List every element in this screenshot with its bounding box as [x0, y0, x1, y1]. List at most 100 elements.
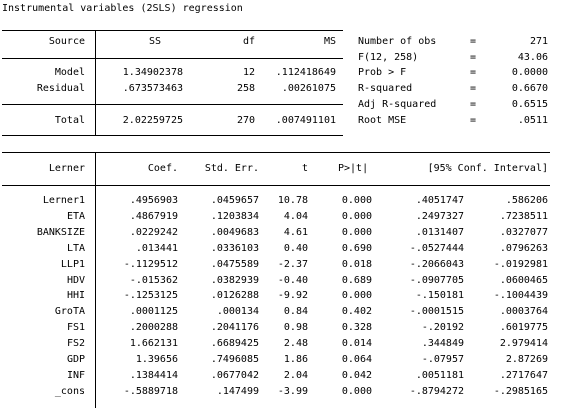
- coef-top-rule: [2, 152, 550, 153]
- stat-label-rmse: Root MSE: [358, 115, 407, 126]
- coef-cell-hi: .6019775: [499, 322, 548, 334]
- page-title: Instrumental variables (2SLS) regression: [2, 3, 243, 14]
- stat-eq-f: =: [470, 52, 477, 63]
- coef-cell-se: .0126288: [210, 290, 259, 302]
- stat-label-probf: Prob > F: [358, 67, 407, 78]
- coef-cell-t: 0.40: [283, 242, 308, 254]
- anova-total-df: 270: [236, 115, 255, 126]
- coef-header-p: P>|t|: [338, 163, 369, 174]
- coef-cell-t: 10.78: [277, 195, 308, 206]
- stat-value-nobs: 271: [529, 36, 548, 47]
- table-row: INF .1384414 .0677042 2.04 0.042 .0051181 .271…: [0, 368, 565, 384]
- table-row: FS1 .2000288 .2041176 0.98 0.328 -.20192 .6019…: [0, 320, 565, 336]
- anova-row-residual-source: Residual: [36, 83, 85, 94]
- stat-label-r2: R-squared: [358, 83, 413, 94]
- coef-cell-hi: -.1004439: [493, 290, 548, 302]
- coef-cell-hi: -.0192981: [493, 258, 548, 270]
- coef-cell-hi: .0796263: [499, 242, 548, 254]
- stat-eq-probf: =: [470, 67, 477, 78]
- anova-bottom-rule: [2, 135, 343, 136]
- anova-row-model-source: Model: [54, 67, 85, 78]
- coef-cell-var: HDV: [66, 274, 85, 286]
- anova-row-model-ms: .112418649: [275, 67, 336, 78]
- coef-cell-p: 0.014: [341, 338, 372, 350]
- coef-cell-se: .0475589: [210, 258, 259, 270]
- coef-cell-var: _cons: [54, 385, 85, 397]
- coef-cell-p: 0.064: [341, 354, 372, 365]
- coef-cell-lo: -.20192: [421, 322, 464, 334]
- coef-cell-p: 0.018: [341, 258, 372, 270]
- coef-cell-lo: .2497327: [415, 210, 464, 222]
- coef-cell-t: 2.48: [283, 338, 308, 350]
- coef-cell-lo: -.07957: [421, 354, 464, 365]
- stat-value-probf: 0.0000: [511, 67, 548, 78]
- anova-total-rule: [2, 104, 343, 105]
- anova-row-residual-df: 258: [236, 83, 255, 94]
- coef-cell-coef: .0001125: [129, 306, 178, 318]
- coef-cell-lo: -.0527444: [409, 242, 464, 254]
- coef-cell-t: -0.40: [277, 274, 308, 286]
- coef-cell-coef: .1384414: [129, 369, 178, 381]
- stat-value-r2: 0.6670: [511, 83, 548, 94]
- coef-cell-p: 0.042: [341, 369, 372, 381]
- anova-top-rule: [2, 30, 343, 31]
- coef-cell-var: GDP: [66, 354, 85, 365]
- table-row: FS2 1.662131 .6689425 2.48 0.014 .344849 2.979…: [0, 336, 565, 352]
- coef-cell-hi: .2717647: [499, 369, 548, 381]
- coef-cell-p: 0.689: [341, 274, 372, 286]
- coef-cell-t: 0.84: [283, 306, 308, 318]
- coef-cell-hi: -.2985165: [493, 385, 548, 397]
- coef-cell-se: .000134: [216, 306, 259, 318]
- coef-cell-lo: .344849: [421, 338, 464, 350]
- table-row: _cons -.5889718 .147499 -3.99 0.000 -.8794272…: [0, 384, 565, 400]
- coef-cell-coef: 1.39656: [135, 354, 178, 365]
- anova-total-ss: 2.02259725: [122, 115, 183, 126]
- stat-label-f: F(12, 258): [358, 52, 419, 63]
- anova-header-ms: MS: [323, 36, 336, 47]
- coef-cell-p: 0.000: [341, 290, 372, 302]
- coef-cell-se: .7496085: [210, 354, 259, 365]
- coef-cell-hi: .0003764: [499, 306, 548, 318]
- coef-cell-p: 0.000: [341, 195, 372, 206]
- table-row: HHI -.1253125 .0126288 -9.92 0.000 -.150181 -.…: [0, 288, 565, 304]
- anova-row-model-df: 12: [242, 67, 255, 78]
- coef-cell-coef: 1.662131: [129, 338, 178, 350]
- coef-cell-hi: .7238511: [499, 210, 548, 222]
- coef-header-ci: [95% Conf. Interval]: [427, 163, 548, 174]
- coef-divider: [95, 152, 96, 408]
- coef-cell-se: .0049683: [210, 226, 259, 238]
- coef-cell-p: 0.402: [341, 306, 372, 318]
- coef-cell-hi: 2.87269: [505, 354, 548, 365]
- coef-cell-coef: -.1129512: [123, 258, 178, 270]
- coef-cell-coef: -.1253125: [123, 290, 178, 302]
- coef-cell-se: .1203834: [210, 210, 259, 222]
- stat-eq-adjr2: =: [470, 99, 477, 110]
- table-row: Lerner1 .4956903 .0459657 10.78 0.000 .405174…: [0, 193, 565, 209]
- anova-header-df: df: [242, 36, 255, 47]
- coef-cell-p: 0.690: [341, 242, 372, 254]
- coef-cell-coef: -.015362: [129, 274, 178, 286]
- coef-cell-se: .0382939: [210, 274, 259, 286]
- table-row: ETA .4867919 .1203834 4.04 0.000 .2497327 .723…: [0, 209, 565, 225]
- coef-cell-coef: .2000288: [129, 322, 178, 334]
- coef-cell-var: FS1: [66, 322, 85, 334]
- coef-cell-se: .0677042: [210, 369, 259, 381]
- coef-cell-p: 0.000: [341, 210, 372, 222]
- coef-cell-lo: .0051181: [415, 369, 464, 381]
- coef-cell-var: LLP1: [60, 258, 85, 270]
- coef-cell-hi: .0327077: [499, 226, 548, 238]
- coef-cell-var: FS2: [66, 338, 85, 350]
- stat-value-f: 43.06: [517, 52, 548, 63]
- coef-cell-p: 0.000: [341, 385, 372, 397]
- coef-cell-var: BANKSIZE: [36, 226, 85, 238]
- coef-cell-var: ETA: [66, 210, 85, 222]
- coef-cell-hi: .586206: [505, 195, 548, 206]
- stat-label-adjr2: Adj R-squared: [358, 99, 437, 110]
- table-row: HDV -.015362 .0382939 -0.40 0.689 -.0907705 .0…: [0, 273, 565, 289]
- coef-cell-t: -3.99: [277, 385, 308, 397]
- coef-cell-t: 4.61: [283, 226, 308, 238]
- anova-total-ms: .007491101: [275, 115, 336, 126]
- stat-value-adjr2: 0.6515: [511, 99, 548, 110]
- coef-cell-t: 0.98: [283, 322, 308, 334]
- coef-cell-se: .0459657: [210, 195, 259, 206]
